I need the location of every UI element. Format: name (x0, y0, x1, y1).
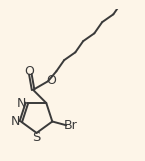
Text: N: N (11, 115, 21, 128)
Text: O: O (24, 65, 34, 78)
Text: Br: Br (64, 119, 77, 132)
Text: S: S (32, 131, 41, 144)
Text: O: O (47, 74, 57, 87)
Text: N: N (17, 97, 27, 109)
